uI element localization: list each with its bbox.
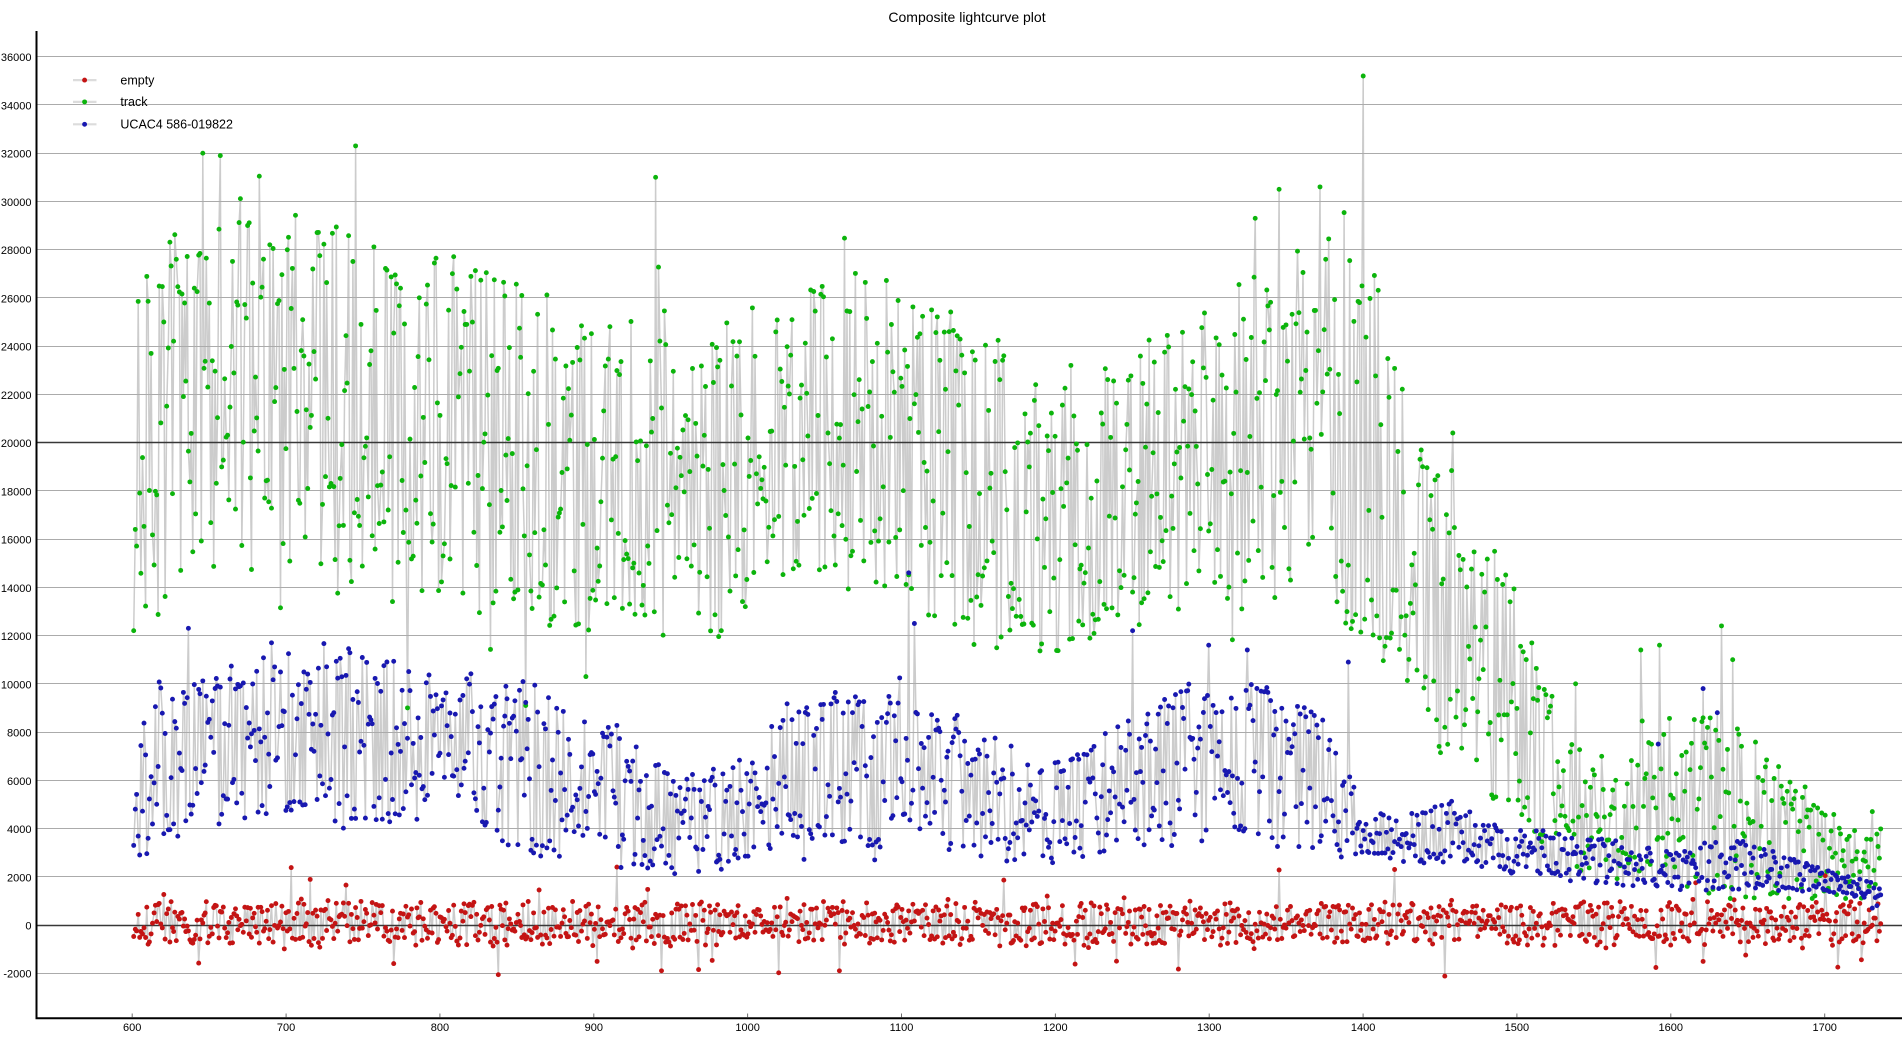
svg-text:24000: 24000 [1, 342, 32, 354]
svg-text:34000: 34000 [1, 100, 32, 112]
svg-text:1600: 1600 [1659, 1022, 1683, 1034]
svg-text:1100: 1100 [890, 1022, 914, 1034]
svg-text:2000: 2000 [7, 872, 31, 884]
svg-text:1200: 1200 [1043, 1022, 1067, 1034]
svg-text:Composite lightcurve plot: Composite lightcurve plot [888, 9, 1045, 25]
svg-text:26000: 26000 [1, 293, 32, 305]
svg-text:0: 0 [25, 921, 31, 933]
svg-text:700: 700 [277, 1022, 295, 1034]
svg-text:-2000: -2000 [3, 969, 31, 981]
svg-text:16000: 16000 [1, 535, 32, 547]
svg-text:1700: 1700 [1812, 1022, 1836, 1034]
svg-text:36000: 36000 [1, 52, 32, 64]
svg-text:600: 600 [123, 1022, 141, 1034]
svg-text:1400: 1400 [1351, 1022, 1375, 1034]
svg-text:18000: 18000 [1, 486, 32, 498]
svg-text:10000: 10000 [1, 679, 32, 691]
svg-text:14000: 14000 [1, 583, 32, 595]
svg-text:20000: 20000 [1, 438, 32, 450]
svg-text:1000: 1000 [735, 1022, 759, 1034]
svg-text:1500: 1500 [1505, 1022, 1529, 1034]
svg-text:4000: 4000 [7, 824, 31, 836]
svg-text:22000: 22000 [1, 390, 32, 402]
svg-text:30000: 30000 [1, 197, 32, 209]
svg-text:8000: 8000 [7, 728, 31, 740]
svg-text:UCAC4 586-019822: UCAC4 586-019822 [120, 118, 233, 132]
svg-text:track: track [120, 95, 148, 109]
svg-text:12000: 12000 [1, 631, 32, 643]
svg-text:empty: empty [120, 73, 155, 87]
svg-text:900: 900 [585, 1022, 603, 1034]
svg-text:28000: 28000 [1, 245, 32, 257]
svg-text:32000: 32000 [1, 149, 32, 161]
svg-text:6000: 6000 [7, 776, 31, 788]
svg-text:800: 800 [431, 1022, 449, 1034]
svg-text:1300: 1300 [1197, 1022, 1221, 1034]
